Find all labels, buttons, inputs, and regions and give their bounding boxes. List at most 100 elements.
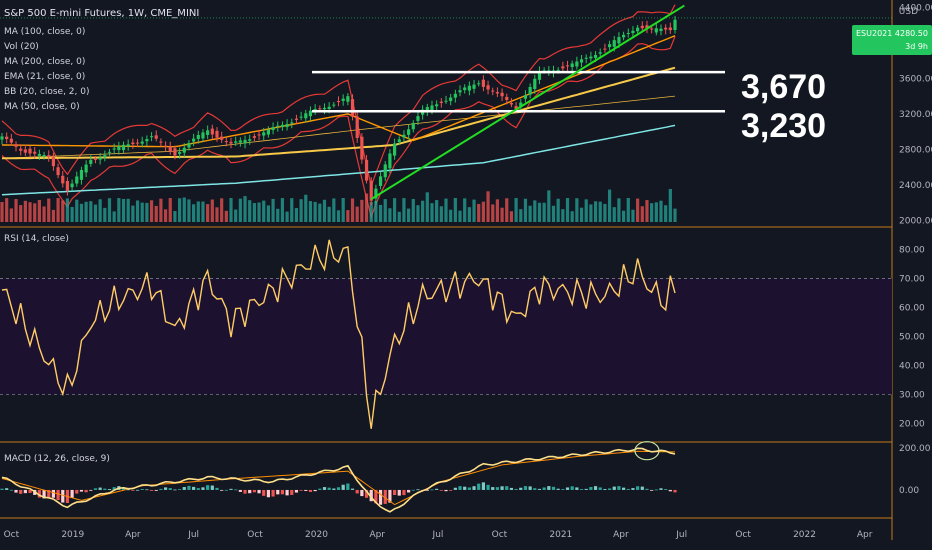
candle-body[interactable] bbox=[159, 141, 163, 143]
legend-ma50[interactable]: MA (50, close, 0) bbox=[4, 102, 80, 112]
candle-body[interactable] bbox=[425, 107, 429, 112]
candle-body[interactable] bbox=[112, 148, 116, 150]
volume-bar[interactable] bbox=[631, 209, 635, 222]
macd-histogram-bar[interactable] bbox=[509, 487, 514, 490]
macd-histogram-bar[interactable] bbox=[463, 486, 467, 490]
candle-body[interactable] bbox=[243, 139, 247, 144]
macd-histogram-bar[interactable] bbox=[397, 489, 401, 496]
volume-bar[interactable] bbox=[149, 200, 154, 222]
volume-bar[interactable] bbox=[163, 209, 168, 222]
macd-histogram-bar[interactable] bbox=[201, 487, 205, 490]
candle-body[interactable] bbox=[70, 183, 74, 188]
volume-bar[interactable] bbox=[135, 200, 140, 222]
volume-bar[interactable] bbox=[168, 198, 172, 222]
macd-histogram-bar[interactable] bbox=[131, 489, 135, 491]
volume-bar[interactable] bbox=[523, 198, 528, 222]
rsi-line[interactable] bbox=[1, 239, 676, 429]
candle-body[interactable] bbox=[374, 188, 378, 199]
legend-ma200[interactable]: MA (200, close, 0) bbox=[4, 57, 85, 67]
candle-body[interactable] bbox=[579, 59, 584, 63]
candle-body[interactable] bbox=[360, 136, 364, 160]
macd-histogram-bar[interactable] bbox=[378, 489, 383, 505]
volume-bar[interactable] bbox=[467, 207, 471, 222]
candle-body[interactable] bbox=[89, 159, 93, 164]
volume-bar[interactable] bbox=[75, 199, 79, 222]
macd-histogram-bar[interactable] bbox=[444, 489, 448, 492]
volume-bar[interactable] bbox=[668, 188, 672, 222]
macd-histogram-bar[interactable] bbox=[645, 488, 649, 490]
macd-histogram-bar[interactable] bbox=[182, 487, 186, 490]
macd-histogram-bar[interactable] bbox=[299, 489, 303, 491]
macd-histogram-bar[interactable] bbox=[98, 487, 102, 490]
macd-histogram-bar[interactable] bbox=[332, 488, 336, 490]
macd-histogram-bar[interactable] bbox=[575, 487, 579, 490]
macd-histogram-bar[interactable] bbox=[280, 489, 285, 495]
macd-histogram-bar[interactable] bbox=[565, 487, 570, 490]
candle-body[interactable] bbox=[9, 138, 13, 143]
candle-body[interactable] bbox=[561, 66, 565, 69]
volume-bar[interactable] bbox=[519, 209, 523, 222]
volume-bar[interactable] bbox=[425, 192, 429, 222]
macd-histogram-bar[interactable] bbox=[262, 489, 266, 496]
macd-histogram-bar[interactable] bbox=[514, 488, 518, 490]
candle-body[interactable] bbox=[145, 139, 149, 142]
macd-histogram-bar[interactable] bbox=[640, 486, 644, 490]
volume-bar[interactable] bbox=[140, 202, 144, 222]
candle-body[interactable] bbox=[388, 153, 392, 169]
volume-bar[interactable] bbox=[182, 197, 186, 222]
candle-body[interactable] bbox=[645, 25, 649, 29]
volume-bar[interactable] bbox=[537, 202, 542, 222]
volume-bar[interactable] bbox=[364, 193, 369, 222]
candle-body[interactable] bbox=[42, 155, 46, 157]
volume-bar[interactable] bbox=[346, 210, 350, 222]
macd-histogram-bar[interactable] bbox=[528, 486, 532, 490]
candle-body[interactable] bbox=[332, 104, 336, 106]
volume-bar[interactable] bbox=[626, 198, 630, 222]
candle-body[interactable] bbox=[135, 142, 140, 144]
candle-body[interactable] bbox=[547, 70, 551, 72]
macd-histogram-bar[interactable] bbox=[519, 487, 523, 490]
macd-histogram-bar[interactable] bbox=[93, 488, 98, 490]
volume-bar[interactable] bbox=[243, 196, 247, 222]
candle-body[interactable] bbox=[622, 34, 626, 38]
macd-histogram-bar[interactable] bbox=[243, 489, 247, 494]
macd-histogram-bar[interactable] bbox=[458, 486, 462, 490]
candle-body[interactable] bbox=[192, 138, 196, 142]
candle-body[interactable] bbox=[107, 151, 112, 153]
candle-body[interactable] bbox=[570, 63, 574, 68]
volume-bar[interactable] bbox=[126, 198, 130, 222]
volume-bar[interactable] bbox=[51, 209, 56, 222]
macd-histogram-bar[interactable] bbox=[37, 489, 41, 498]
macd-histogram-bar[interactable] bbox=[505, 486, 509, 490]
volume-bar[interactable] bbox=[500, 207, 504, 222]
macd-histogram-bar[interactable] bbox=[668, 489, 672, 492]
volume-bar[interactable] bbox=[248, 200, 252, 222]
candle-body[interactable] bbox=[19, 148, 23, 151]
volume-bar[interactable] bbox=[322, 199, 327, 222]
macd-histogram-bar[interactable] bbox=[206, 485, 210, 490]
candle-body[interactable] bbox=[238, 140, 242, 143]
candle-body[interactable] bbox=[327, 106, 331, 109]
candle-body[interactable] bbox=[98, 157, 102, 160]
candle-body[interactable] bbox=[201, 132, 205, 139]
volume-bar[interactable] bbox=[383, 199, 387, 222]
volume-bar[interactable] bbox=[481, 201, 485, 222]
volume-bar[interactable] bbox=[514, 198, 518, 222]
candle-body[interactable] bbox=[318, 108, 322, 110]
candle-body[interactable] bbox=[37, 153, 41, 156]
volume-bar[interactable] bbox=[304, 194, 308, 222]
candle-body[interactable] bbox=[593, 54, 598, 58]
volume-bar[interactable] bbox=[561, 209, 565, 222]
macd-histogram-bar[interactable] bbox=[51, 489, 56, 498]
macd-histogram-bar[interactable] bbox=[416, 489, 420, 491]
macd-histogram-bar[interactable] bbox=[561, 489, 565, 490]
volume-bar[interactable] bbox=[215, 207, 219, 222]
candle-body[interactable] bbox=[612, 40, 616, 47]
candle-body[interactable] bbox=[126, 144, 130, 147]
volume-bar[interactable] bbox=[154, 205, 158, 222]
candle-body[interactable] bbox=[664, 27, 668, 30]
macd-histogram-bar[interactable] bbox=[500, 486, 504, 490]
volume-bar[interactable] bbox=[411, 198, 415, 222]
volume-bar[interactable] bbox=[145, 202, 149, 222]
volume-bar[interactable] bbox=[238, 198, 242, 222]
